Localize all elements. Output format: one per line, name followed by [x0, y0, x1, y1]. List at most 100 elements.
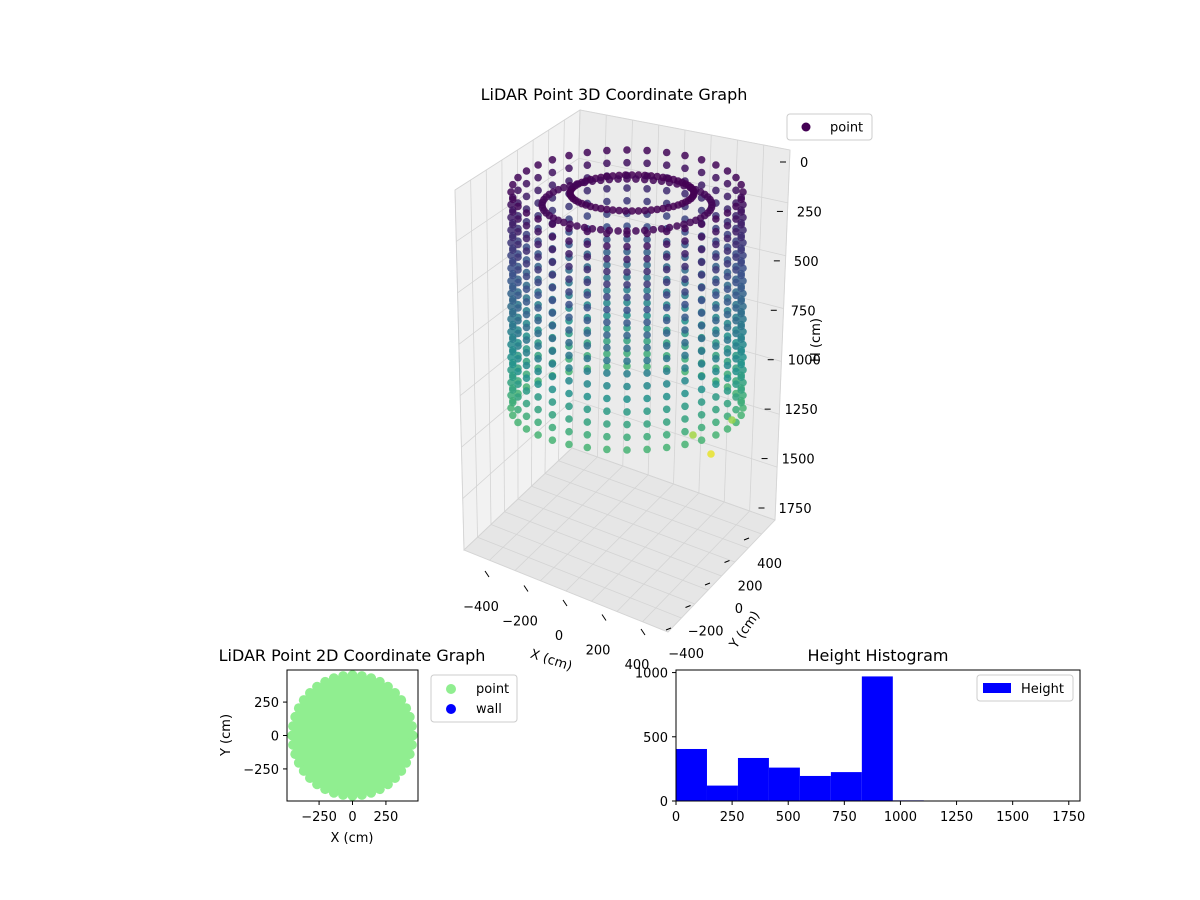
point3d [697, 296, 706, 305]
point3d [548, 309, 557, 317]
point3d [583, 253, 592, 261]
point3d [566, 181, 574, 190]
point3d [737, 386, 745, 394]
point2d [407, 730, 418, 741]
point3d [662, 212, 671, 220]
point3d [712, 431, 720, 439]
point3d [603, 312, 611, 320]
point3d [623, 357, 631, 365]
point3d [534, 355, 542, 363]
point3d [509, 360, 517, 369]
point3d [603, 382, 611, 390]
hist-bar [676, 748, 707, 801]
point3d [514, 380, 522, 389]
point3d [565, 338, 573, 347]
point3d [514, 173, 522, 182]
point3d [697, 156, 706, 164]
point3d [662, 342, 671, 350]
point3d [697, 233, 706, 241]
point3d [643, 362, 651, 371]
point3d [737, 322, 745, 331]
point2d [396, 765, 407, 776]
point2d [298, 765, 309, 776]
point3d [509, 322, 517, 331]
point3d [514, 405, 522, 414]
point3d [565, 300, 573, 309]
point3d [548, 398, 557, 406]
point3d [697, 360, 706, 368]
point3d [514, 367, 522, 376]
point3d [737, 180, 745, 189]
hist-frame [675, 669, 1081, 802]
point3d [712, 355, 720, 363]
point3d [603, 432, 611, 441]
point3d [522, 247, 531, 255]
point3d [603, 324, 611, 333]
ytick-hist-label: 500 [643, 731, 668, 746]
point3d [712, 316, 720, 325]
point3d [732, 240, 740, 249]
hist-ticks: 0 250 500 750 1000 1250 1500 1750 0 500 1000 [635, 667, 1085, 825]
point3d [603, 267, 611, 276]
point3d [583, 186, 592, 195]
point3d [514, 186, 522, 195]
point2d [293, 757, 304, 768]
point3d [662, 405, 671, 414]
hist-bar [737, 757, 769, 801]
point3d [707, 450, 715, 458]
point3d [723, 209, 732, 217]
point3d [565, 224, 573, 233]
point3d [681, 262, 689, 271]
point3d [560, 183, 568, 192]
point3d [565, 427, 573, 436]
point3d [583, 380, 592, 388]
point2d [287, 730, 298, 741]
point3d [534, 291, 542, 300]
point3d [681, 275, 689, 284]
point3d [723, 192, 732, 201]
point3d [647, 206, 655, 214]
point3d [583, 418, 592, 426]
point3d [643, 146, 651, 155]
point3d [653, 205, 661, 214]
point3d [603, 146, 611, 155]
point3d [681, 250, 689, 258]
point3d [583, 291, 592, 299]
ytick-label: −200 [688, 625, 724, 640]
point3d [681, 440, 689, 449]
point3d [509, 373, 517, 382]
point3d [522, 349, 531, 357]
point3d [697, 411, 706, 419]
xtick-hist-label: 1250 [940, 810, 973, 825]
point3d [681, 338, 689, 347]
point2d [305, 773, 315, 783]
point3d [723, 272, 732, 281]
chart2d-ylabel: Y (cm) [219, 714, 234, 757]
point3d [662, 329, 671, 337]
point3d [681, 364, 689, 372]
point3d [643, 197, 651, 206]
point2d [328, 787, 339, 798]
point3d [640, 175, 649, 184]
scatter3d-chart: LiDAR Point 3D Coordinate Graph 0 250 500 7… [454, 85, 873, 674]
ytick-hist-label: 0 [660, 795, 668, 810]
point3d [603, 235, 611, 244]
point3d [548, 322, 557, 330]
point2d [356, 789, 367, 800]
point3d [723, 234, 732, 243]
xtick-label: 0 [555, 629, 563, 644]
point3d [522, 221, 531, 230]
point3d [565, 262, 573, 271]
point3d [514, 228, 522, 236]
point3d [697, 398, 706, 406]
point3d [643, 299, 651, 307]
point3d [509, 220, 517, 229]
point3d [662, 443, 671, 452]
legend-wall-label: wall [476, 702, 502, 717]
grid3d [454, 109, 791, 633]
point3d [548, 168, 557, 177]
point3d [583, 278, 592, 287]
point2d [338, 789, 349, 800]
point3d [662, 431, 671, 439]
point3d [522, 285, 531, 294]
